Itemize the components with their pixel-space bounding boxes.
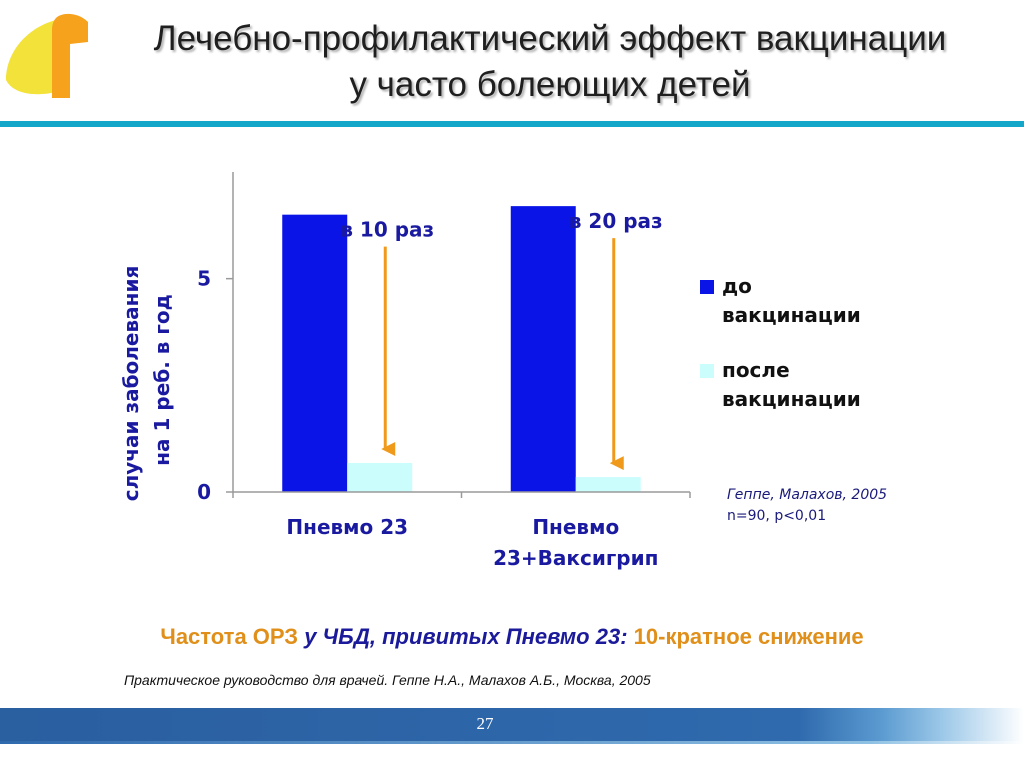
summary-part-3: 10-кратное снижение [627,624,864,649]
bar-after-1 [575,477,641,492]
summary-part-2: у ЧБД, привитых Пневмо 23: [304,624,628,649]
study-source: Геппе, Малахов, 2005 n=90, p<0,01 [727,485,1017,527]
title-line-1: Лечебно-профилактический эффект вакцинац… [153,19,947,58]
source-line-1: Геппе, Малахов, 2005 [727,487,888,503]
footer-line [0,741,1024,744]
y-tick-label-1: 5 [197,267,211,291]
bar-after-0 [347,462,413,492]
summary-part-1: Частота ОРЗ [160,624,305,649]
source-line-2: n=90, p<0,01 [727,508,827,524]
bar-before-0 [282,214,348,492]
x-tick-label-1: Пневмо 23+Ваксигрип [493,515,658,570]
legend-swatch-after [700,364,714,378]
legend-item-after: после вакцинации [700,356,920,414]
slide-title: Лечебно-профилактический эффект вакцинац… [80,16,1020,108]
reference-citation: Практическое руководство для врачей. Геп… [124,672,651,688]
title-divider [0,121,1024,127]
legend-label-before-line-1: до [722,274,752,298]
x-tick-label-0: Пневмо 23 [286,515,408,539]
chart-legend: до вакцинации после вакцинации [700,272,920,440]
x-tick-label-1-line-1: Пневмо [532,515,619,539]
y-axis-label-line-1: случаи заболевания [119,266,143,502]
legend-label-after-line-1: после [722,358,790,382]
y-axis-label: случаи заболевания на 1 реб. в год [119,259,174,502]
legend-label-after-line-2: вакцинации [722,387,861,411]
legend-label-before-line-2: вакцинации [722,303,861,327]
annotation-label-0: в 10 раз [340,218,434,242]
x-tick-label-0-line-1: Пневмо 23 [286,515,408,539]
bar-chart: Пневмо 23 Пневмо 23+Ваксигрип 0 5 в 10 раз в … [119,172,691,570]
title-line-2: у часто болеющих детей [349,65,751,104]
corner-logo-icon [6,13,88,98]
legend-swatch-before [700,280,714,294]
annotation-label-1: в 20 раз [569,209,663,233]
footer-bar [0,708,1024,741]
y-tick-label-0: 0 [197,480,211,504]
page-number: 27 [476,714,494,733]
legend-item-before: до вакцинации [700,272,920,330]
summary-statement: Частота ОРЗ у ЧБД, привитых Пневмо 23: 1… [0,622,1024,652]
bar-before-1 [510,206,576,492]
y-axis-label-line-2: на 1 реб. в год [150,294,174,466]
x-tick-label-1-line-2: 23+Ваксигрип [493,546,658,570]
